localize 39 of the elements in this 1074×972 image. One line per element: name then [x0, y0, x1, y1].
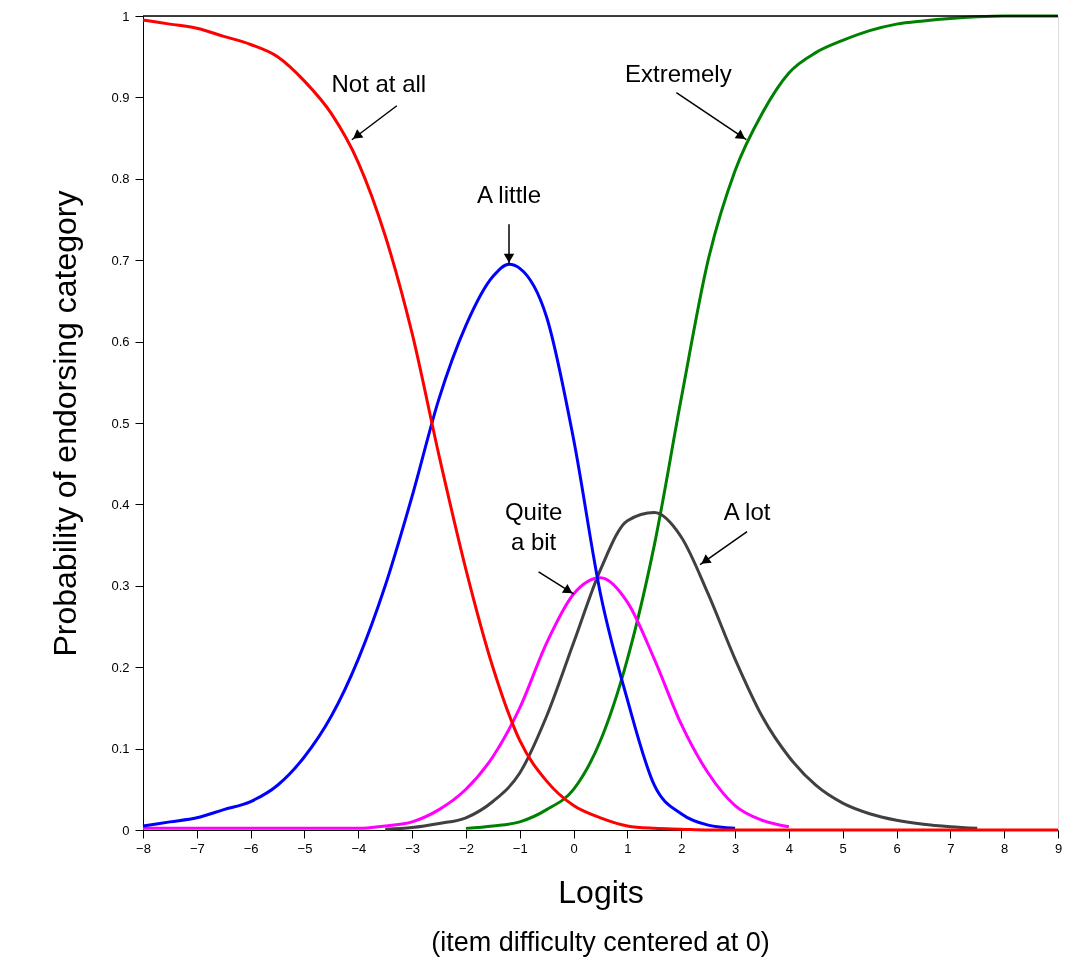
- x-axis-title: Logits: [558, 873, 644, 910]
- line-series: [141, 576, 791, 830]
- line-series: [464, 14, 1060, 830]
- x-tick-label: 1: [624, 840, 632, 856]
- x-tick-label: 6: [893, 840, 901, 856]
- x-tick-label: −5: [297, 840, 313, 856]
- y-tick-label: 0: [122, 822, 130, 838]
- annotation: Not at all: [331, 69, 427, 97]
- y-tick-label: 0.9: [111, 89, 130, 105]
- x-tick-label: 0: [570, 840, 578, 856]
- y-tick-label: 0.8: [111, 171, 130, 187]
- x-tick-label: 7: [947, 840, 955, 856]
- annotation: Extremely: [625, 59, 732, 87]
- x-tick-label: 5: [839, 840, 847, 856]
- x-tick-label: −2: [459, 840, 474, 856]
- y-tick-label: 0.1: [111, 741, 130, 757]
- y-tick-label: 0.2: [111, 659, 130, 675]
- y-tick-label: 0.7: [111, 252, 130, 268]
- annotation: Quite a bit: [504, 497, 563, 555]
- x-tick-label: 8: [1001, 840, 1009, 856]
- x-tick-label: −4: [351, 840, 367, 856]
- y-tick-label: 0.5: [111, 415, 130, 431]
- x-tick-label: −6: [243, 840, 259, 856]
- x-tick-label: 9: [1054, 840, 1063, 856]
- y-tick-label: 0.4: [111, 496, 130, 512]
- x-tick-label: −7: [189, 840, 205, 856]
- y-tick-label: 1: [122, 8, 130, 24]
- x-tick-label: −8: [136, 840, 151, 856]
- x-tick-label: −1: [512, 840, 528, 856]
- y-tick-label: 0.6: [111, 334, 130, 350]
- annotation: A lot: [723, 497, 771, 525]
- y-tick-label: 0.3: [111, 578, 130, 594]
- text: (item difficulty centered at 0): [431, 927, 770, 957]
- x-tick-label: 4: [785, 840, 793, 856]
- x-tick-label: 2: [678, 840, 686, 856]
- x-tick-label: 3: [731, 840, 740, 856]
- x-tick-label: −3: [405, 840, 421, 856]
- y-axis-title: Probability of endorsing category: [47, 190, 84, 657]
- annotation: A little: [476, 181, 542, 209]
